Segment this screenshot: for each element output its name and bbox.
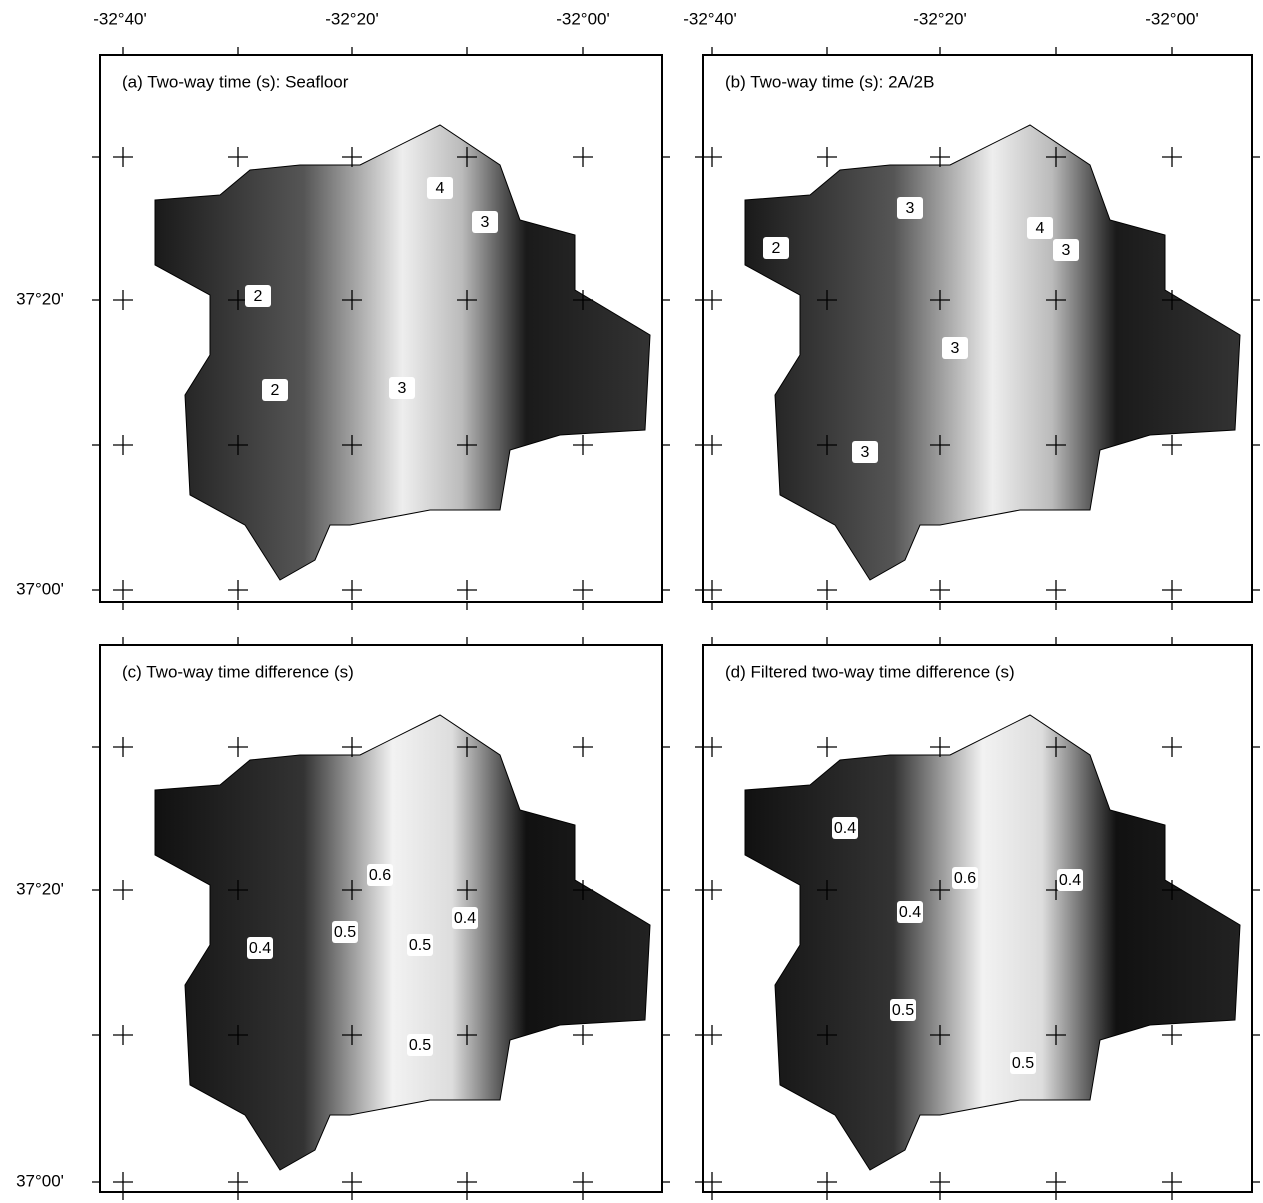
contour-label: 3 [861,444,870,461]
contour-label: 0.6 [954,870,976,887]
contour-label: 3 [906,200,915,217]
contour-label: 3 [951,340,960,357]
x-axis-label: -32°40' [93,9,147,28]
panel-title: (c) Two-way time difference (s) [122,662,354,681]
contour-label: 3 [1062,242,1071,259]
figure: (a) Two-way time (s): Seafloor43223(b) T… [0,0,1263,1203]
x-axis-label: -32°20' [325,9,379,28]
contour-label: 2 [254,288,263,305]
panel-title: (b) Two-way time (s): 2A/2B [725,72,934,91]
x-axis-label: -32°00' [1145,9,1199,28]
x-axis-label: -32°40' [683,9,737,28]
map-layers [155,125,1240,1170]
y-axis-label: 37°20' [16,879,64,898]
contour-label: 0.4 [899,904,921,921]
y-axis-label: 37°00' [16,1171,64,1190]
panel-title: (a) Two-way time (s): Seafloor [122,72,349,91]
contour-label: 0.5 [409,1037,431,1054]
panel-title: (d) Filtered two-way time difference (s) [725,662,1015,681]
y-axis-label: 37°20' [16,289,64,308]
contour-label: 0.4 [249,940,271,957]
contour-label: 0.5 [892,1002,914,1019]
x-axis-label: -32°00' [556,9,610,28]
contour-label: 2 [271,382,280,399]
contour-label: 3 [398,380,407,397]
contour-label: 0.5 [409,937,431,954]
contour-label: 0.4 [834,820,856,837]
contour-label: 0.5 [1012,1055,1034,1072]
contour-label: 4 [436,180,445,197]
contour-label: 0.4 [1059,872,1081,889]
contour-label: 0.5 [334,924,356,941]
y-axis-label: 37°00' [16,579,64,598]
contour-label: 4 [1036,220,1045,237]
contour-label: 3 [481,214,490,231]
contour-label: 0.6 [369,867,391,884]
contour-label: 0.4 [454,910,476,927]
contour-label: 2 [772,240,781,257]
x-axis-label: -32°20' [913,9,967,28]
